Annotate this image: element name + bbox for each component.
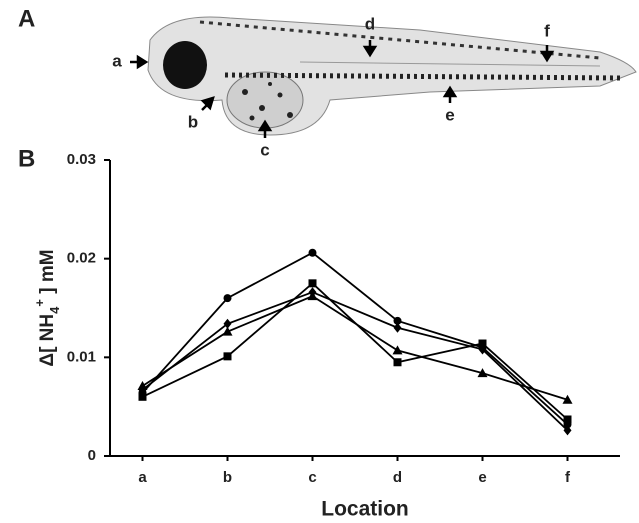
panel-label: A	[18, 5, 35, 32]
marker	[563, 415, 572, 424]
larva-image	[147, 16, 637, 136]
series-line	[142, 282, 569, 421]
y-label-part: +	[32, 299, 47, 307]
y-label-part: Δ[ NH	[37, 314, 58, 367]
annotation: f	[544, 21, 550, 40]
marker	[563, 425, 572, 436]
marker	[562, 394, 573, 404]
series-line	[141, 291, 569, 431]
marker	[478, 344, 487, 355]
series-line	[141, 251, 569, 426]
y-tick-label: 0.03	[67, 151, 96, 168]
x-tick-label: b	[223, 469, 232, 486]
marker	[393, 322, 402, 333]
marker	[138, 384, 147, 395]
y-label-part: 4	[47, 306, 62, 314]
annotation: e	[445, 105, 454, 124]
annotation: a	[112, 51, 122, 70]
annotation: b	[188, 112, 198, 131]
marker	[223, 294, 232, 303]
marker	[308, 248, 317, 257]
y-axis-label: Δ[ NH4+ ] mM	[32, 249, 62, 366]
marker	[478, 339, 487, 348]
y-tick-label: 0.01	[67, 348, 96, 365]
annotation-arrows	[130, 40, 555, 138]
x-tick-label: c	[308, 469, 316, 486]
panel-label: B	[18, 145, 35, 172]
marker	[393, 358, 402, 367]
series-line	[142, 295, 568, 401]
y-label-part: ] mM	[37, 249, 58, 299]
x-tick-label: d	[393, 469, 402, 486]
y-tick-label: 0.02	[67, 250, 96, 267]
marker	[223, 318, 232, 329]
x-axis-label: Location	[321, 498, 409, 521]
marker	[477, 368, 488, 378]
marker	[308, 287, 317, 298]
marker	[308, 279, 317, 288]
marker	[393, 316, 402, 325]
annotation: c	[260, 140, 269, 159]
x-tick-label: f	[565, 469, 571, 486]
x-tick-label: a	[138, 469, 147, 486]
y-tick-label: 0	[88, 447, 96, 464]
marker	[392, 345, 403, 355]
marker	[222, 326, 233, 336]
annotation: d	[365, 14, 375, 33]
marker	[223, 352, 232, 361]
marker	[138, 392, 147, 401]
x-tick-label: e	[478, 469, 486, 486]
